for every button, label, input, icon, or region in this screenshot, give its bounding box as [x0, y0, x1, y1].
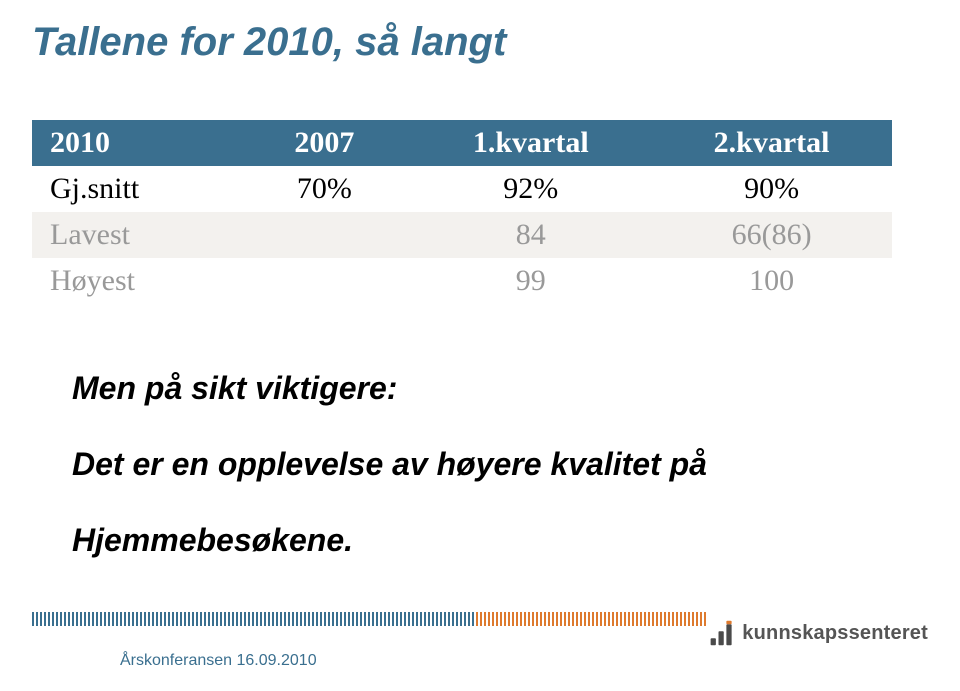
cell	[238, 212, 410, 258]
logo-text: kunnskapssenteret	[742, 622, 928, 645]
col-header-2: 1.kvartal	[410, 120, 651, 166]
cell: 99	[410, 258, 651, 304]
body-line-3: Hjemmebesøkene.	[72, 522, 353, 559]
col-header-3: 2.kvartal	[651, 120, 892, 166]
row-label: Gj.snitt	[32, 166, 238, 212]
cell: 70%	[238, 166, 410, 212]
brand-logo: kunnskapssenteret	[708, 619, 928, 647]
cell: 100	[651, 258, 892, 304]
body-line-2: Det er en opplevelse av høyere kvalitet …	[72, 446, 707, 483]
row-label: Lavest	[32, 212, 238, 258]
data-table: 2010 2007 1.kvartal 2.kvartal Gj.snitt 7…	[32, 120, 892, 304]
logo-icon	[708, 619, 736, 647]
cell: 66(86)	[651, 212, 892, 258]
cell: 92%	[410, 166, 651, 212]
cell	[238, 258, 410, 304]
cell: 84	[410, 212, 651, 258]
footer-divider	[32, 612, 710, 626]
body-line-1: Men på sikt viktigere:	[72, 370, 397, 407]
col-header-0: 2010	[32, 120, 238, 166]
col-header-1: 2007	[238, 120, 410, 166]
footer-text: Årskonferansen 16.09.2010	[120, 652, 317, 670]
row-label: Høyest	[32, 258, 238, 304]
page-title: Tallene for 2010, så langt	[32, 20, 506, 65]
cell: 90%	[651, 166, 892, 212]
